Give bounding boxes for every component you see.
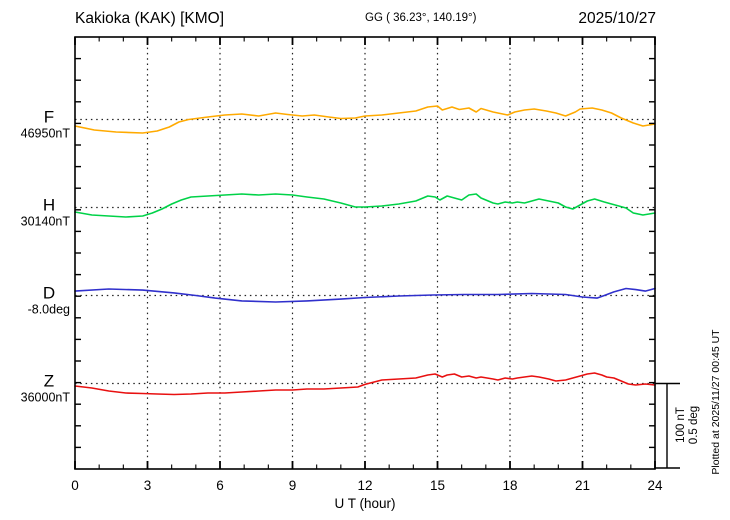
x-tick-label: 15 — [430, 478, 445, 493]
scale-bar: 100 nT 0.5 deg — [655, 382, 700, 469]
observatory-coordinates: GG ( 36.23°, 140.19°) — [365, 12, 477, 24]
series-name-Z: Z — [44, 372, 54, 391]
x-tick-label: 0 — [71, 478, 79, 493]
observation-date: 2025/10/27 — [578, 10, 656, 27]
x-tick-label: 6 — [216, 478, 224, 493]
trace-layer — [74, 105, 656, 396]
series-name-H: H — [43, 196, 55, 215]
x-tick-label: 9 — [289, 478, 297, 493]
x-tick-label: 21 — [575, 478, 590, 493]
trace-F — [74, 105, 656, 134]
figure-title: Kakioka (KAK) [KMO] — [75, 10, 224, 27]
trace-H — [74, 193, 656, 218]
x-tick-label: 18 — [502, 478, 517, 493]
series-base-value-F: 46950nT — [21, 127, 71, 141]
series-base-value-Z: 36000nT — [21, 391, 71, 405]
x-tick-label: 12 — [357, 478, 372, 493]
x-tick-label: 3 — [144, 478, 152, 493]
trace-D — [74, 287, 656, 303]
x-tick-label: 24 — [647, 478, 663, 493]
series-name-D: D — [43, 284, 55, 303]
grid-layer — [75, 37, 655, 469]
x-axis-label: U T (hour) — [334, 496, 395, 511]
plot-timestamp-note: Plotted at 2025/11/27 00:45 UT — [710, 329, 722, 475]
scale-bar-deg-label: 0.5 deg — [688, 406, 700, 444]
series-base-value-H: 30140nT — [21, 215, 71, 229]
series-base-value-D: -8.0deg — [28, 303, 70, 317]
scale-bar-nt-label: 100 nT — [675, 407, 687, 443]
plot-frame — [74, 36, 656, 470]
trace-Z — [74, 372, 656, 396]
series-name-F: F — [44, 108, 54, 127]
